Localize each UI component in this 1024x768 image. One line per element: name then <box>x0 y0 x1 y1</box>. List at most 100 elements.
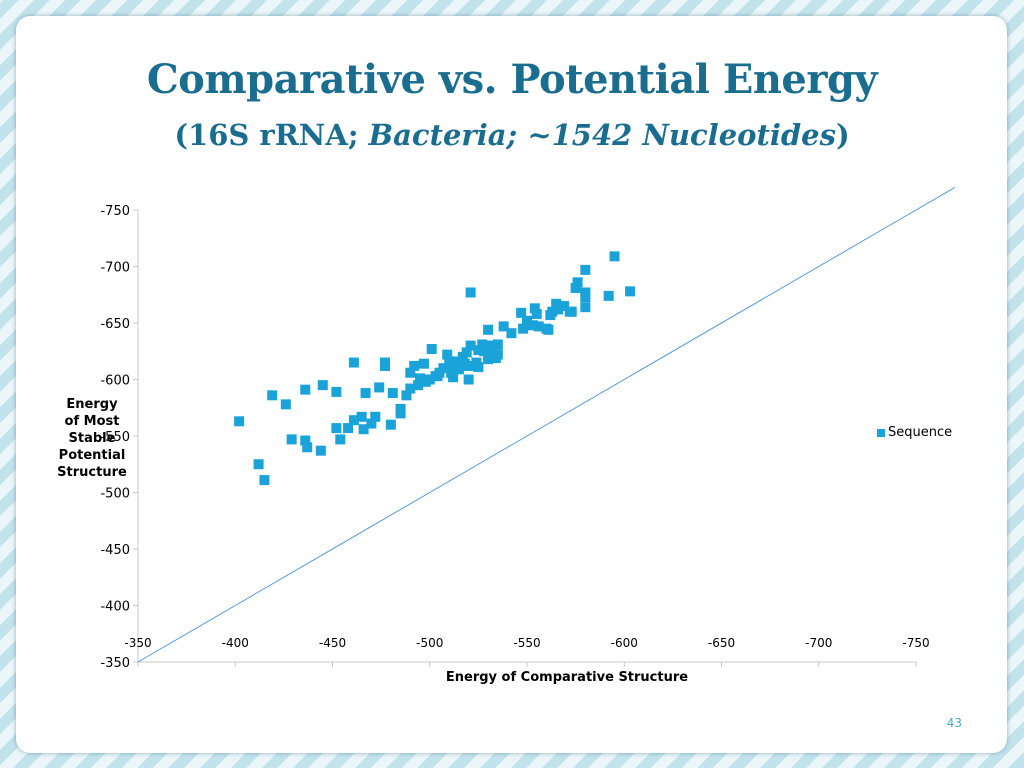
subtitle-italic: Bacteria; ~1542 Nucleotides <box>368 118 836 152</box>
data-point <box>370 411 381 422</box>
data-point <box>483 354 494 365</box>
x-tick-label: -400 <box>222 636 249 650</box>
legend-marker-icon <box>877 428 885 437</box>
y-tick-label: -750 <box>100 204 130 219</box>
data-point <box>580 302 591 313</box>
x-tick-label: -450 <box>319 636 346 650</box>
data-point <box>572 277 583 288</box>
data-point <box>401 390 412 401</box>
y-axis-title-line: of Most <box>64 414 120 429</box>
y-tick-label: -550 <box>100 430 130 445</box>
data-point <box>335 434 346 445</box>
data-point <box>280 399 291 410</box>
data-point <box>580 264 591 275</box>
data-point <box>438 363 449 374</box>
data-point <box>286 434 297 445</box>
data-point <box>444 358 455 369</box>
data-point <box>366 418 377 429</box>
data-point <box>451 356 462 367</box>
data-point <box>267 390 278 401</box>
data-point <box>603 290 614 301</box>
data-point <box>387 388 398 399</box>
data-point <box>522 315 532 326</box>
data-point <box>483 324 494 335</box>
data-point <box>518 323 529 334</box>
data-point <box>343 423 354 434</box>
x-tick-label: -350 <box>124 636 151 650</box>
data-point <box>558 301 569 312</box>
slide-title: Comparative vs. Potential Energy <box>146 56 878 103</box>
x-tick-label: -750 <box>902 636 929 650</box>
data-point <box>465 340 476 351</box>
data-point <box>463 360 474 371</box>
data-point <box>531 308 542 319</box>
data-point <box>473 345 484 356</box>
data-point <box>570 282 581 293</box>
data-point <box>259 475 270 486</box>
data-point <box>547 306 558 317</box>
y-axis-title-line: Stable <box>68 431 116 446</box>
x-tick-label: -600 <box>611 636 638 650</box>
data-point <box>360 388 371 399</box>
data-point <box>553 304 564 315</box>
data-point <box>356 411 367 422</box>
data-point <box>331 386 342 397</box>
data-point <box>385 419 396 430</box>
data-point <box>448 372 459 383</box>
subtitle-prefix: (16S rRNA; <box>174 118 369 152</box>
data-point <box>533 321 544 332</box>
data-point <box>479 346 490 357</box>
data-point <box>317 380 328 391</box>
data-point <box>418 358 429 369</box>
data-point <box>453 364 464 375</box>
data-point <box>405 367 416 378</box>
data-point <box>529 303 540 314</box>
data-point <box>395 408 406 419</box>
chart-legend: Sequence <box>877 425 952 440</box>
data-point <box>424 374 435 385</box>
data-point <box>315 445 326 456</box>
y-axis-title-line: Structure <box>57 465 127 480</box>
data-point <box>426 343 437 354</box>
x-tick-label: -500 <box>416 636 443 650</box>
tick-labels: -750 -700 -650 -600 -550 -500 -450 -400 -350 -350… <box>100 204 929 671</box>
data-point <box>348 415 359 426</box>
data-point <box>527 320 538 331</box>
data-point <box>506 328 517 339</box>
data-point <box>405 383 416 394</box>
data-point <box>415 373 426 384</box>
data-point <box>609 251 620 262</box>
y-axis-title: Energy of Most Stable Potential Structur… <box>52 396 132 481</box>
x-tick-label: -550 <box>513 636 540 650</box>
data-point <box>492 349 503 360</box>
data-point <box>566 306 577 317</box>
chart-axes <box>133 209 917 667</box>
y-tick-label: -700 <box>100 261 130 276</box>
data-point <box>473 362 484 373</box>
data-point <box>543 324 554 335</box>
data-point <box>234 416 245 427</box>
data-point <box>253 459 264 470</box>
data-point <box>358 424 369 435</box>
y-axis-title-line: Potential <box>58 448 126 463</box>
data-point <box>498 321 509 332</box>
y-tick-label: -600 <box>100 374 130 389</box>
y-axis-title-line: Energy <box>66 397 118 412</box>
y-tick-label: -350 <box>100 656 130 671</box>
y-tick-label: -400 <box>100 600 130 615</box>
data-point <box>625 286 636 297</box>
data-point <box>380 360 391 371</box>
x-tick-label: -650 <box>708 636 735 650</box>
data-point <box>331 423 342 434</box>
subtitle-suffix: ) <box>835 118 850 152</box>
y-tick-label: -450 <box>100 543 130 558</box>
slide-panel <box>16 16 1007 753</box>
legend-label: Sequence <box>888 425 953 440</box>
data-point <box>374 382 385 393</box>
reference-line <box>137 186 956 663</box>
data-point <box>477 339 488 350</box>
data-point <box>348 357 359 368</box>
data-point <box>300 435 311 446</box>
x-tick-label: -700 <box>805 636 832 650</box>
